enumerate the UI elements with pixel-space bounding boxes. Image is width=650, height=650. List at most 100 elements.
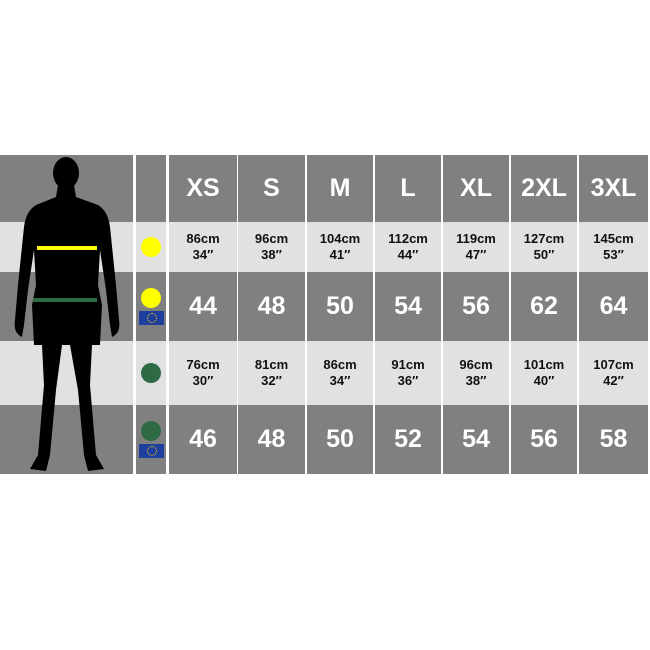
cell: [136, 272, 166, 341]
size-column-L: L 112cm 44″ 54 91cm 36″ 52: [375, 155, 441, 474]
measurement-inch: 30″: [192, 373, 214, 388]
cell: 76cm 30″: [169, 341, 237, 405]
measurement-inch: 50″: [533, 247, 555, 262]
measurement-cm: 107cm: [593, 357, 634, 372]
measurement-cm: 112cm: [388, 231, 428, 246]
measurement-cm: 119cm: [456, 231, 496, 246]
chest-marker-icon: [141, 288, 161, 308]
cell: XL: [443, 155, 509, 222]
cell: 52: [375, 405, 441, 474]
measurement-cm: 145cm: [593, 231, 634, 246]
chest-marker-icon: [141, 237, 161, 257]
marker-column: [136, 155, 166, 474]
measurement-inch: 42″: [603, 373, 624, 388]
waist-marker-icon: [141, 363, 161, 383]
size-column-S: S 96cm 38″ 48 81cm 32″ 48: [238, 155, 305, 474]
eu-size: 54: [394, 292, 422, 320]
cell: M: [307, 155, 373, 222]
measurement-inch: 34″: [329, 373, 351, 388]
cell: XS: [169, 155, 237, 222]
cell: 127cm 50″: [511, 222, 577, 272]
eu-flag-icon: [138, 311, 164, 325]
size-chart: XS 86cm 34″ 44 76cm 30″ 46 S 96cm 38″ 48 81cm 32″ 48 M…: [0, 155, 648, 474]
cell: 119cm 47″: [443, 222, 509, 272]
cell: 107cm 42″: [579, 341, 648, 405]
cell: 44: [169, 272, 237, 341]
eu-size: 62: [530, 292, 558, 320]
cell: 46: [169, 405, 237, 474]
size-header: 3XL: [590, 174, 637, 202]
cell: 81cm 32″: [238, 341, 305, 405]
size-header: L: [400, 174, 416, 202]
cell: 58: [579, 405, 648, 474]
eu-size: 56: [530, 425, 558, 453]
measurement-inch: 40″: [533, 373, 555, 388]
measurement-cm: 127cm: [523, 231, 565, 246]
cell: 145cm 53″: [579, 222, 648, 272]
size-column-XS: XS 86cm 34″ 44 76cm 30″ 46: [169, 155, 237, 474]
measurement-inch: 47″: [465, 247, 487, 262]
eu-size: 64: [599, 292, 628, 320]
cell: 91cm 36″: [375, 341, 441, 405]
measurement-cm: 81cm: [254, 357, 289, 372]
measurement-cm: 86cm: [323, 357, 357, 372]
cell: 56: [443, 272, 509, 341]
size-header: 2XL: [521, 174, 567, 202]
cell: [0, 405, 133, 474]
cell: [136, 222, 166, 272]
measurement-cm: 104cm: [319, 231, 361, 246]
eu-size: 50: [326, 425, 354, 453]
eu-size: 50: [326, 292, 354, 320]
cell: 54: [443, 405, 509, 474]
size-header: S: [263, 174, 280, 202]
cell: 101cm 40″: [511, 341, 577, 405]
measurement-inch: 34″: [192, 247, 214, 262]
cell: 104cm 41″: [307, 222, 373, 272]
cell: [136, 405, 166, 474]
cell: 3XL: [579, 155, 648, 222]
chest-line: [37, 246, 97, 250]
size-column-XL: XL 119cm 47″ 56 96cm 38″ 54: [443, 155, 509, 474]
size-header: XL: [460, 174, 492, 202]
measurement-cm: 86cm: [186, 231, 220, 246]
eu-size: 56: [462, 292, 490, 320]
cell: 96cm 38″: [238, 222, 305, 272]
size-column-2XL: 2XL 127cm 50″ 62 101cm 40″ 56: [511, 155, 577, 474]
measurement-inch: 41″: [329, 247, 351, 262]
figure-column: [0, 155, 133, 474]
size-column-3XL: 3XL 145cm 53″ 64 107cm 42″ 58: [579, 155, 648, 474]
cell: 86cm 34″: [169, 222, 237, 272]
size-column-M: M 104cm 41″ 50 86cm 34″ 50: [307, 155, 373, 474]
measurement-inch: 38″: [261, 247, 282, 262]
waist-line: [33, 298, 97, 302]
cell: [0, 341, 133, 405]
cell: 48: [238, 272, 305, 341]
cell: 64: [579, 272, 648, 341]
measurement-inch: 32″: [261, 373, 282, 388]
measurement-cm: 91cm: [391, 357, 425, 372]
eu-size: 54: [462, 425, 490, 453]
cell: 62: [511, 272, 577, 341]
cell: 50: [307, 272, 373, 341]
eu-size: 48: [257, 292, 286, 320]
eu-flag-icon: [138, 444, 164, 458]
measurement-inch: 53″: [603, 247, 624, 262]
measurement-inch: 36″: [397, 373, 419, 388]
eu-size: 48: [257, 425, 286, 453]
cell: 50: [307, 405, 373, 474]
eu-size: 46: [189, 425, 217, 453]
cell: 112cm 44″: [375, 222, 441, 272]
cell: [136, 341, 166, 405]
size-header: XS: [186, 174, 220, 202]
male-silhouette-icon: [14, 157, 120, 471]
measurement-cm: 96cm: [459, 357, 493, 372]
measurement-cm: 76cm: [186, 357, 220, 372]
eu-size: 58: [599, 425, 628, 453]
cell: 48: [238, 405, 305, 474]
measurement-inch: 44″: [397, 247, 419, 262]
cell: 86cm 34″: [307, 341, 373, 405]
cell: [136, 155, 166, 222]
cell: 54: [375, 272, 441, 341]
measurement-cm: 96cm: [254, 231, 289, 246]
eu-size: 52: [394, 425, 422, 453]
